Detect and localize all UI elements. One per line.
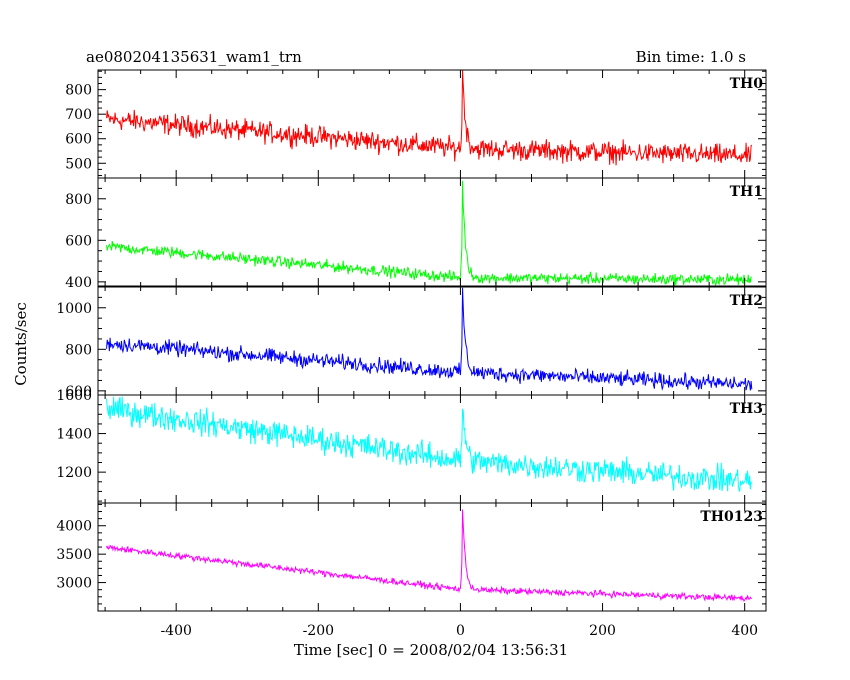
y-tick-label: 400 — [65, 275, 92, 291]
x-tick-label: -400 — [160, 623, 191, 639]
panels-group: 500 600 700 800 TH0 400 600 800 TH1 600 800 1000 TH2… — [56, 69, 767, 639]
panel-label-th0123: TH0123 — [700, 509, 763, 525]
panel-frame-th2 — [97, 286, 767, 396]
panel-frame-th3 — [97, 394, 767, 504]
series-line-th2 — [106, 287, 753, 391]
y-tick-label: 3000 — [56, 576, 92, 592]
y-tick-label: 1000 — [56, 301, 92, 317]
y-tick-label: 600 — [65, 233, 92, 249]
chart-title: ae080204135631_wam1_trn — [86, 48, 302, 66]
series-line-th0 — [106, 69, 753, 166]
y-tick-label: 800 — [65, 83, 92, 99]
y-tick-label: 3500 — [56, 547, 92, 563]
y-tick-label: 1600 — [56, 388, 92, 404]
panel-label-th1: TH1 — [730, 184, 763, 200]
x-tick-label: -200 — [303, 623, 334, 639]
y-axis-label: Counts/sec — [12, 302, 30, 386]
panel-frame-th1 — [97, 177, 767, 287]
y-tick-label: 500 — [65, 156, 92, 172]
y-tick-label: 700 — [65, 107, 92, 123]
panel-label-th3: TH3 — [730, 401, 763, 417]
panel-label-th2: TH2 — [730, 293, 763, 309]
y-tick-label: 800 — [65, 192, 92, 208]
y-tick-label: 600 — [65, 384, 92, 400]
panel-label-th0: TH0 — [730, 76, 764, 92]
bin-time-label: Bin time: 1.0 s — [636, 48, 746, 66]
series-line-th3 — [106, 396, 753, 493]
panel-frame-th0123 — [97, 502, 767, 612]
panel-frame-th0 — [97, 69, 767, 179]
x-tick-label: 0 — [456, 623, 465, 639]
y-tick-label: 1400 — [56, 427, 92, 443]
x-tick-label: 200 — [589, 623, 616, 639]
y-tick-label: 600 — [65, 132, 92, 148]
x-tick-label: 400 — [731, 623, 758, 639]
series-line-th0123 — [106, 509, 752, 603]
x-axis-label: Time [sec] 0 = 2008/02/04 13:56:31 — [294, 641, 568, 659]
y-tick-label: 800 — [65, 342, 92, 358]
y-tick-label: 1200 — [56, 465, 92, 481]
series-line-th1 — [106, 180, 752, 287]
y-tick-label: 4000 — [56, 519, 92, 535]
